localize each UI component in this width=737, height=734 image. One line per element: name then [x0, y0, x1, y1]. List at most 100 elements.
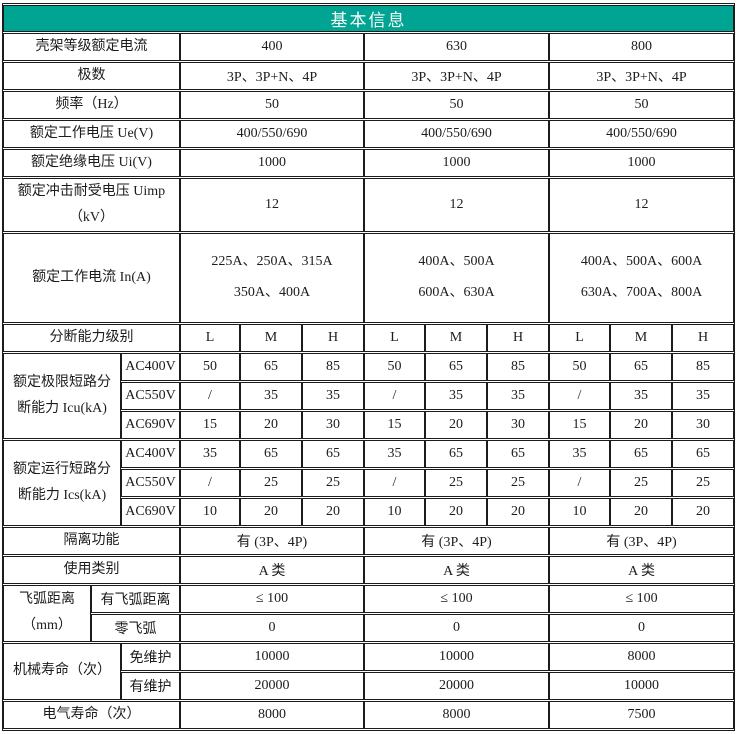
- level-cell: M: [610, 323, 672, 352]
- table-row-ics-ac690v: AC690V 10 20 20 10 20 20 10 20 20: [3, 497, 735, 526]
- value-cell: 85: [672, 352, 735, 381]
- value-cell: 0: [364, 613, 549, 642]
- value-cell: 20000: [180, 671, 364, 700]
- level-cell: H: [302, 323, 364, 352]
- value-cell: ≤ 100: [549, 584, 735, 613]
- value-cell: 50: [180, 352, 240, 381]
- value-cell: 有 (3P、4P): [549, 526, 735, 555]
- value-cell: 20: [240, 497, 302, 526]
- row-label: 额定冲击耐受电压 Uimp （kV）: [3, 178, 180, 232]
- sub-row-label: AC550V: [121, 468, 180, 497]
- table-row-breaking-level: 分断能力级别 L M H L M H L M H: [3, 323, 735, 352]
- value-cell: 50: [549, 91, 735, 119]
- value-cell: 65: [610, 439, 672, 468]
- value-cell: 3P、3P+N、4P: [364, 62, 549, 90]
- table-row-elec-life: 电气寿命（次） 8000 8000 7500: [3, 700, 735, 729]
- value-cell: 35: [180, 439, 240, 468]
- table-row-icu-ac400v: 额定极限短路分 断能力 Icu(kA) AC400V 50 65 85 50 6…: [3, 352, 735, 439]
- sub-row-label: AC400V: [121, 439, 180, 468]
- value-cell: 35: [487, 381, 549, 410]
- value-cell: 20000: [364, 671, 549, 700]
- value-cell: 35: [302, 381, 364, 410]
- value-cell: 10000: [180, 642, 364, 671]
- value-cell: 50: [180, 91, 364, 119]
- table-row-arc-distance: 飞弧距离 （mm） 有飞弧距离 ≤ 100 ≤ 100 ≤ 100: [3, 584, 735, 642]
- value-cell: 30: [302, 410, 364, 439]
- value-cell: 25: [425, 468, 487, 497]
- value-cell: 0: [549, 613, 735, 642]
- value-cell: /: [364, 468, 425, 497]
- value-cell: 7500: [549, 700, 735, 729]
- row-label: 额定极限短路分 断能力 Icu(kA): [3, 352, 121, 439]
- value-cell: 20: [302, 497, 364, 526]
- row-label: 使用类别: [3, 555, 180, 584]
- row-label: 飞弧距离 （mm）: [3, 584, 91, 642]
- value-cell: 225A、250A、315A 350A、400A: [180, 232, 364, 323]
- value-cell: 3P、3P+N、4P: [180, 62, 364, 90]
- table-row-poles: 极数 3P、3P+N、4P 3P、3P+N、4P 3P、3P+N、4P: [3, 62, 735, 90]
- value-cell: 10: [364, 497, 425, 526]
- value-cell: /: [549, 468, 610, 497]
- sub-row-label: AC400V: [121, 352, 180, 381]
- sub-row-label: AC550V: [121, 381, 180, 410]
- basic-info-table: 基本信息 壳架等级额定电流 400 630 800 极数 3P、3P+N、4P …: [2, 3, 736, 731]
- value-cell: 50: [364, 352, 425, 381]
- value-cell: 10: [180, 497, 240, 526]
- sub-row-label: 免维护: [121, 642, 180, 671]
- table-row-category: 使用类别 A 类 A 类 A 类: [3, 555, 735, 584]
- value-cell: A 类: [180, 555, 364, 584]
- row-label: 电气寿命（次）: [3, 700, 180, 729]
- row-label: 分断能力级别: [3, 323, 180, 352]
- value-cell: 30: [672, 410, 735, 439]
- row-label: 额定运行短路分 断能力 Ics(kA): [3, 439, 121, 526]
- value-cell: 20: [672, 497, 735, 526]
- value-cell: 1000: [180, 149, 364, 177]
- value-cell: ≤ 100: [180, 584, 364, 613]
- value-cell: 85: [302, 352, 364, 381]
- level-cell: M: [425, 323, 487, 352]
- value-cell: 15: [180, 410, 240, 439]
- value-cell: 400: [180, 33, 364, 61]
- table-row-in: 额定工作电流 In(A) 225A、250A、315A 350A、400A 40…: [3, 232, 735, 323]
- value-cell: 35: [549, 439, 610, 468]
- value-cell: 20: [610, 497, 672, 526]
- sub-row-label: 有飞弧距离: [91, 584, 180, 613]
- value-cell: 10000: [364, 642, 549, 671]
- value-cell: 8000: [180, 700, 364, 729]
- value-cell: 25: [610, 468, 672, 497]
- level-cell: L: [549, 323, 610, 352]
- value-cell: 10000: [549, 671, 735, 700]
- value-cell: 35: [240, 381, 302, 410]
- level-cell: L: [180, 323, 240, 352]
- value-cell: 65: [240, 352, 302, 381]
- value-cell: 400/550/690: [549, 120, 735, 148]
- value-cell: 65: [610, 352, 672, 381]
- value-cell: 30: [487, 410, 549, 439]
- value-cell: 25: [672, 468, 735, 497]
- value-cell: /: [180, 381, 240, 410]
- value-cell: /: [549, 381, 610, 410]
- value-cell: 15: [549, 410, 610, 439]
- value-cell: 有 (3P、4P): [180, 526, 364, 555]
- value-cell: 1000: [549, 149, 735, 177]
- table-row-frequency: 频率（Hz） 50 50 50: [3, 91, 735, 119]
- row-label: 极数: [3, 62, 180, 90]
- row-label: 机械寿命（次）: [3, 642, 121, 700]
- value-cell: 400A、500A、600A 630A、700A、800A: [549, 232, 735, 323]
- table-header-row: 基本信息: [3, 5, 735, 32]
- value-cell: 800: [549, 33, 735, 61]
- sub-row-label: AC690V: [121, 497, 180, 526]
- value-cell: 20: [425, 497, 487, 526]
- value-cell: 3P、3P+N、4P: [549, 62, 735, 90]
- value-cell: 630: [364, 33, 549, 61]
- value-cell: 400A、500A 600A、630A: [364, 232, 549, 323]
- table-row-mech-life-maint: 有维护 20000 20000 10000: [3, 671, 735, 700]
- value-cell: 20: [425, 410, 487, 439]
- value-cell: 50: [549, 352, 610, 381]
- row-label: 频率（Hz）: [3, 91, 180, 119]
- value-cell: 1000: [364, 149, 549, 177]
- value-cell: 85: [487, 352, 549, 381]
- value-cell: A 类: [364, 555, 549, 584]
- value-cell: /: [364, 381, 425, 410]
- level-cell: H: [672, 323, 735, 352]
